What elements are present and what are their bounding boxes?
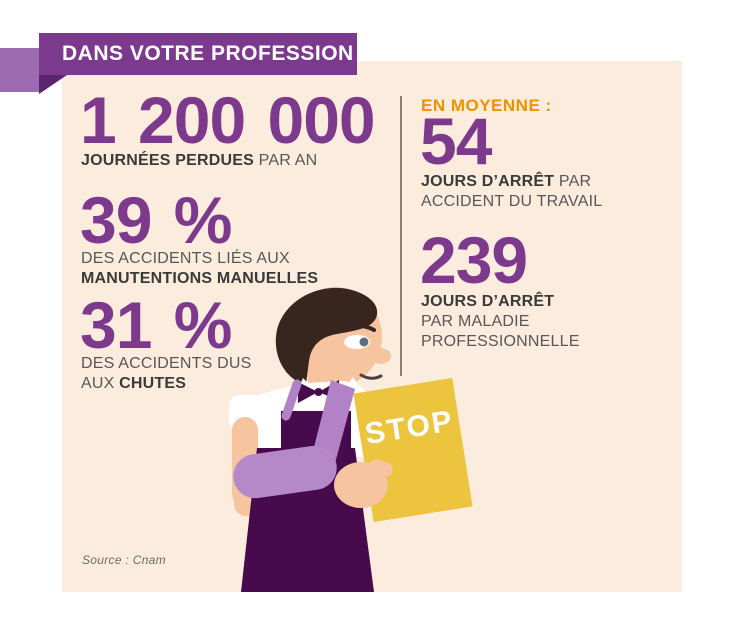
stat-days-lost-label: JOURNÉES PERDUES PAR AN	[81, 151, 317, 171]
stat-falls-line2: AUX CHUTES	[81, 374, 252, 394]
page-title: DANS VOTRE PROFESSION :	[62, 42, 368, 65]
worker-pupil	[359, 337, 369, 347]
stat-work-accident-value: 54	[420, 104, 492, 178]
worker-mouth	[359, 373, 383, 380]
stat-days-lost-label-bold: JOURNÉES PERDUES	[81, 152, 255, 169]
stat-manual-handling-value: 39 %	[80, 183, 232, 257]
worker-nose	[371, 348, 391, 364]
title-banner: DANS VOTRE PROFESSION :	[39, 33, 367, 75]
stat-work-accident-line1-bold: JOURS D’ARRÊT	[421, 173, 555, 190]
stat-manual-handling-line1: DES ACCIDENTS LIÉS AUX	[81, 250, 290, 267]
worker-hair-icon	[275, 287, 378, 384]
stat-work-accident-line2: ACCIDENT DU TRAVAIL	[421, 193, 603, 210]
stat-days-lost-value: 1 200 000	[80, 83, 376, 157]
worker-sling-pouch	[233, 445, 337, 499]
stat-occupational-disease-line2: PAR MALADIE	[421, 313, 530, 330]
worker-sling-strap	[311, 380, 355, 467]
ribbon-tail	[0, 48, 40, 92]
injured-worker-illustration: STOP	[229, 287, 473, 592]
stat-manual-handling-line2: MANUTENTIONS MANUELLES	[81, 270, 319, 287]
stat-occupational-disease-value: 239	[420, 223, 528, 297]
average-heading: EN MOYENNE :	[421, 96, 552, 115]
stat-falls-line2-prefix: AUX	[81, 375, 120, 392]
stat-work-accident-line1-rest: PAR	[554, 173, 592, 190]
worker-right-thumb	[369, 459, 393, 477]
source-note: Source : Cnam	[82, 553, 166, 567]
stat-occupational-disease-line1: JOURS D’ARRÊT	[421, 293, 555, 310]
stat-occupational-disease-line3: PROFESSIONNELLE	[421, 333, 580, 350]
stat-falls-value: 31 %	[80, 288, 232, 362]
stat-work-accident-label: JOURS D’ARRÊT PAR ACCIDENT DU TRAVAIL	[421, 172, 602, 212]
worker-right-hand	[334, 462, 388, 508]
stat-days-lost-label-rest: PAR AN	[254, 152, 318, 169]
worker-bowtie	[298, 380, 339, 403]
stat-work-accident-line1: JOURS D’ARRÊT PAR	[421, 172, 602, 192]
stat-manual-handling-label: DES ACCIDENTS LIÉS AUX MANUTENTIONS MANU…	[81, 249, 318, 289]
stat-falls-line1: DES ACCIDENTS DUS	[81, 355, 252, 372]
stat-falls-line2-bold: CHUTES	[119, 375, 187, 392]
worker-strap-left	[281, 379, 302, 421]
worker-bowtie-knot	[314, 388, 323, 396]
stat-occupational-disease-label: JOURS D’ARRÊT PAR MALADIE PROFESSIONNELL…	[421, 292, 580, 352]
vertical-divider	[400, 96, 402, 376]
stat-falls-label: DES ACCIDENTS DUS AUX CHUTES	[81, 354, 252, 394]
